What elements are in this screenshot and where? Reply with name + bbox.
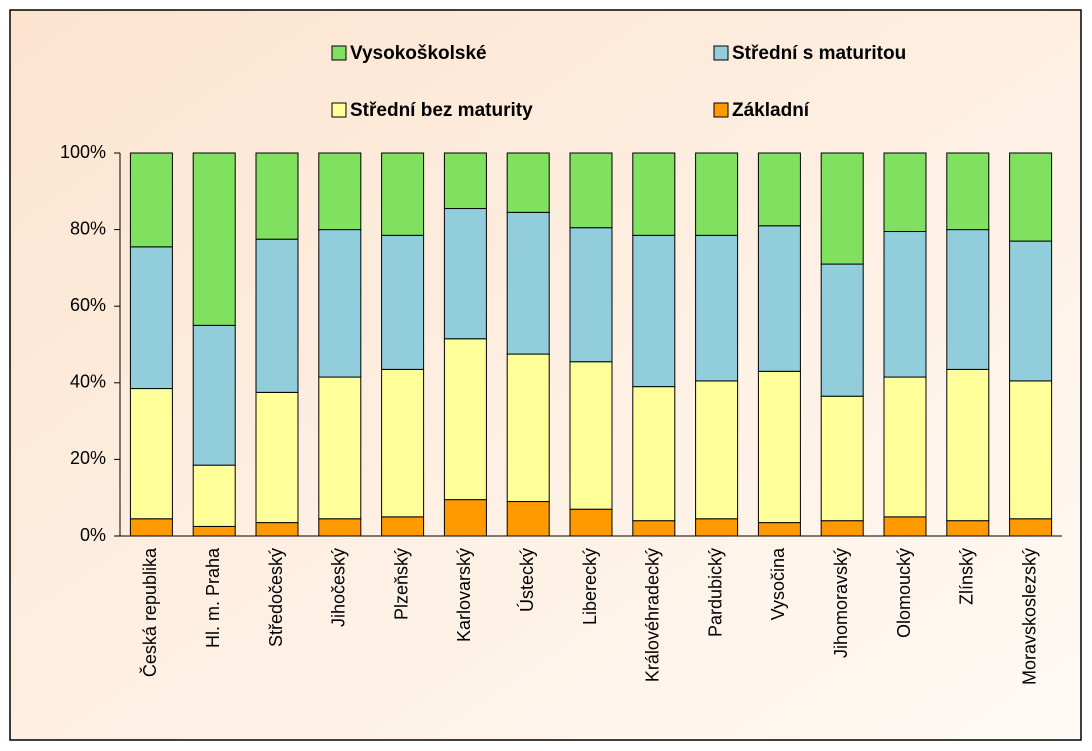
bar-segment (443, 338, 487, 501)
legend-label: Vysokoškolské (350, 43, 487, 64)
bar-segment (506, 501, 550, 537)
bar-segment (255, 391, 299, 524)
bar-segment (946, 520, 990, 537)
bar-segment (820, 520, 864, 537)
bar-segment (883, 231, 927, 378)
bar-segment (695, 152, 739, 236)
bar-segment (883, 516, 927, 537)
y-tick-label: 100% (60, 142, 106, 162)
bar-segment (381, 152, 425, 236)
x-tick-label: Plzeňský (391, 548, 411, 620)
legend-swatch (713, 102, 729, 118)
bar-segment (318, 229, 362, 378)
bar-segment (757, 152, 801, 227)
x-tick-label: Zlínský (957, 548, 977, 605)
bar-segment (255, 238, 299, 393)
y-tick-label: 20% (70, 448, 106, 468)
legend-swatch (331, 45, 347, 61)
x-tick-label: Liberecký (580, 548, 600, 625)
x-tick-label: Středočeský (266, 548, 286, 647)
bar-segment (820, 263, 864, 397)
y-tick-label: 0% (80, 525, 106, 545)
x-tick-label: Olomoucký (894, 548, 914, 638)
bar-segment (632, 386, 676, 522)
x-tick-label: Královéhradecký (643, 548, 663, 682)
bar-segment (946, 152, 990, 231)
x-tick-label: Česká republika (139, 547, 160, 677)
bar-segment (129, 246, 173, 390)
bar-segment (883, 376, 927, 518)
bar-segment (632, 234, 676, 388)
bar-segment (318, 152, 362, 231)
bar-segment (695, 518, 739, 537)
bar-segment (192, 324, 236, 466)
bar-segment (1009, 152, 1053, 242)
bar-segment (506, 353, 550, 503)
bar-segment (381, 368, 425, 518)
bar-segment (129, 152, 173, 248)
y-tick-label: 40% (70, 372, 106, 392)
bar-segment (883, 152, 927, 233)
legend-swatch (331, 102, 347, 118)
bar-segment (820, 395, 864, 522)
x-tick-label: Karlovarský (454, 548, 474, 642)
x-tick-label: Ústecký (516, 548, 537, 612)
bar-segment (569, 227, 613, 363)
x-tick-label: Vysočina (768, 547, 788, 620)
bar-segment (255, 152, 299, 240)
x-tick-label: Jihočeský (329, 548, 349, 627)
x-tick-label: Moravskoslezský (1019, 548, 1039, 685)
bar-segment (318, 376, 362, 520)
bar-segment (757, 522, 801, 537)
legend-label: Základní (732, 100, 810, 121)
bar-segment (129, 518, 173, 537)
bar-segment (695, 380, 739, 520)
bar-segment (632, 520, 676, 537)
legend-label: Střední bez maturity (350, 100, 533, 121)
bar-segment (569, 508, 613, 537)
bar-segment (1009, 380, 1053, 520)
bar-segment (192, 525, 236, 537)
bar-segment (569, 152, 613, 229)
bar-segment (506, 152, 550, 213)
y-tick-label: 80% (70, 218, 106, 238)
legend-swatch (713, 45, 729, 61)
bar-segment (1009, 518, 1053, 537)
bar-segment (946, 368, 990, 522)
bar-segment (946, 229, 990, 370)
bar-segment (192, 464, 236, 527)
bar-segment (129, 388, 173, 520)
bar-segment (443, 208, 487, 340)
bar-segment (757, 370, 801, 524)
bar-segment (443, 152, 487, 210)
bar-segment (255, 522, 299, 537)
bar-segment (1009, 240, 1053, 382)
bar-segment (381, 234, 425, 370)
bar-segment (632, 152, 676, 236)
bar-segment (318, 518, 362, 537)
y-tick-label: 60% (70, 295, 106, 315)
bar-segment (820, 152, 864, 265)
bar-segment (695, 234, 739, 382)
bar-segment (757, 225, 801, 372)
bar-segment (443, 499, 487, 537)
x-tick-label: Pardubický (705, 548, 725, 637)
bar-segment (506, 211, 550, 355)
bar-segment (381, 516, 425, 537)
x-tick-label: Jihomoravský (831, 548, 851, 658)
bar-segment (569, 361, 613, 510)
legend-label: Střední s maturitou (732, 43, 906, 64)
x-tick-label: Hl. m. Praha (203, 547, 223, 648)
bar-segment (192, 152, 236, 326)
